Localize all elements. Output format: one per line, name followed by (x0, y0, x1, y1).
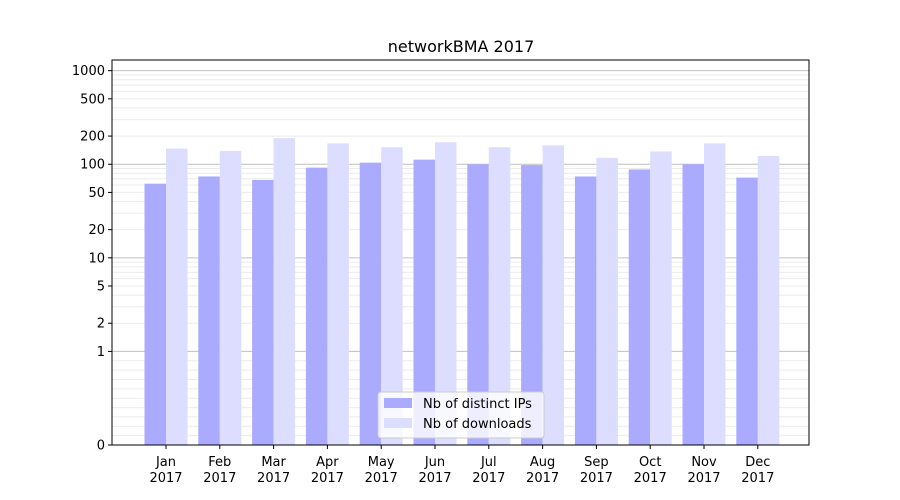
bar-distinct-ips (305, 167, 328, 445)
plot-frame (111, 59, 810, 446)
y-tick-label: 20 (88, 223, 105, 238)
bar-distinct-ips (682, 164, 704, 445)
bar-distinct-ips (413, 159, 435, 445)
bar-distinct-ips (521, 165, 543, 445)
y-tick-label: 10 (88, 251, 105, 266)
x-tick-label: Dec 2017 (741, 455, 774, 486)
legend: Nb of distinct IPs Nb of downloads (377, 391, 545, 439)
x-tick-label: Apr 2017 (311, 455, 344, 486)
x-tick-label: May 2017 (365, 455, 398, 486)
bar-downloads (327, 143, 349, 446)
bar-downloads (704, 143, 726, 446)
y-tick-label: 1000 (72, 64, 105, 79)
legend-swatch (384, 398, 412, 408)
legend-box (377, 391, 545, 439)
bar-distinct-ips (359, 162, 382, 445)
y-tick-label: 50 (88, 186, 105, 201)
y-tick-label: 100 (80, 158, 105, 173)
x-axis-ticks: Jan 2017 Feb 2017 Mar 2017 Apr 2017 May 2017 Jun 20… (149, 445, 774, 486)
x-tick-label: Aug 2017 (526, 455, 559, 486)
x-tick-label: Feb 2017 (203, 455, 236, 486)
bar-downloads (650, 151, 672, 446)
legend-swatch (384, 418, 412, 428)
y-tick-label: 200 (80, 130, 105, 145)
x-tick-label: Jan 2017 (149, 455, 182, 486)
y-tick-label: 0 (97, 439, 105, 454)
bar-downloads (435, 142, 457, 445)
x-tick-label: Mar 2017 (257, 455, 290, 486)
bar-distinct-ips (467, 164, 489, 445)
bar-downloads (757, 155, 780, 445)
bar-distinct-ips (574, 176, 597, 446)
y-tick-label: 2 (97, 317, 105, 332)
bar-downloads (596, 157, 618, 446)
y-tick-label: 500 (80, 92, 105, 107)
x-tick-label: Oct 2017 (634, 455, 667, 486)
bar-distinct-ips (144, 183, 166, 445)
legend-label: Nb of downloads (423, 417, 532, 432)
bars (144, 138, 780, 446)
bar-distinct-ips (252, 179, 274, 445)
chart-title: networkBMA 2017 (388, 37, 535, 56)
y-axis-ticks: 0 1 2 5 10 20 50 100 200 500 1000 (72, 64, 112, 454)
y-tick-label: 5 (97, 280, 105, 295)
bar-distinct-ips (736, 177, 758, 446)
bar-distinct-ips (628, 169, 651, 446)
bar-downloads (381, 147, 403, 445)
x-tick-label: Sep 2017 (580, 455, 613, 486)
legend-label: Nb of distinct IPs (423, 397, 532, 412)
x-tick-label: Nov 2017 (687, 455, 720, 486)
bar-downloads (542, 145, 565, 445)
bar-downloads (166, 148, 188, 445)
bar-distinct-ips (198, 176, 220, 446)
bar-downloads (273, 138, 296, 446)
bar-downloads (219, 150, 242, 445)
x-tick-label: Jul 2017 (472, 455, 505, 486)
y-tick-label: 1 (97, 345, 105, 360)
x-tick-label: Jun 2017 (418, 455, 451, 486)
bar-downloads (488, 147, 511, 445)
